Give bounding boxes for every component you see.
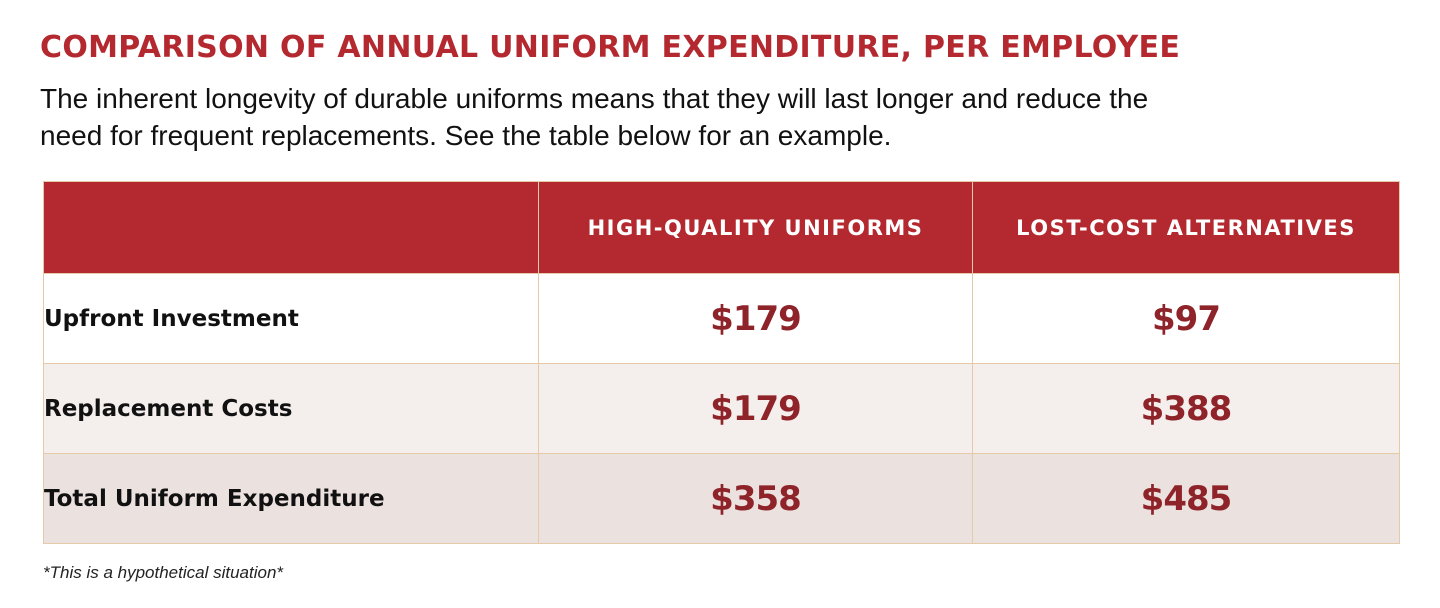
low-cost-value: $388 — [972, 363, 1400, 454]
table-header-row: HIGH-QUALITY UNIFORMS LOST-COST ALTERNAT… — [43, 181, 1400, 274]
comparison-table: HIGH-QUALITY UNIFORMS LOST-COST ALTERNAT… — [43, 181, 1400, 544]
row-label: Replacement Costs — [43, 363, 539, 454]
header-low-cost-alternatives: LOST-COST ALTERNATIVES — [972, 181, 1400, 274]
header-high-quality-uniforms: HIGH-QUALITY UNIFORMS — [538, 181, 973, 274]
page-title: COMPARISON OF ANNUAL UNIFORM EXPENDITURE… — [40, 30, 1181, 65]
row-label: Total Uniform Expenditure — [43, 453, 539, 544]
table-row: Replacement Costs $179 $388 — [43, 363, 1400, 454]
table-row: Total Uniform Expenditure $358 $485 — [43, 453, 1400, 544]
high-quality-value: $358 — [538, 453, 973, 544]
low-cost-value: $97 — [972, 273, 1400, 364]
table-row: Upfront Investment $179 $97 — [43, 273, 1400, 364]
footnote: *This is a hypothetical situation* — [43, 563, 284, 582]
row-label: Upfront Investment — [43, 273, 539, 364]
header-empty-cell — [43, 181, 539, 274]
high-quality-value: $179 — [538, 273, 973, 364]
high-quality-value: $179 — [538, 363, 973, 454]
intro-paragraph: The inherent longevity of durable unifor… — [40, 83, 1149, 151]
low-cost-value: $485 — [972, 453, 1400, 544]
